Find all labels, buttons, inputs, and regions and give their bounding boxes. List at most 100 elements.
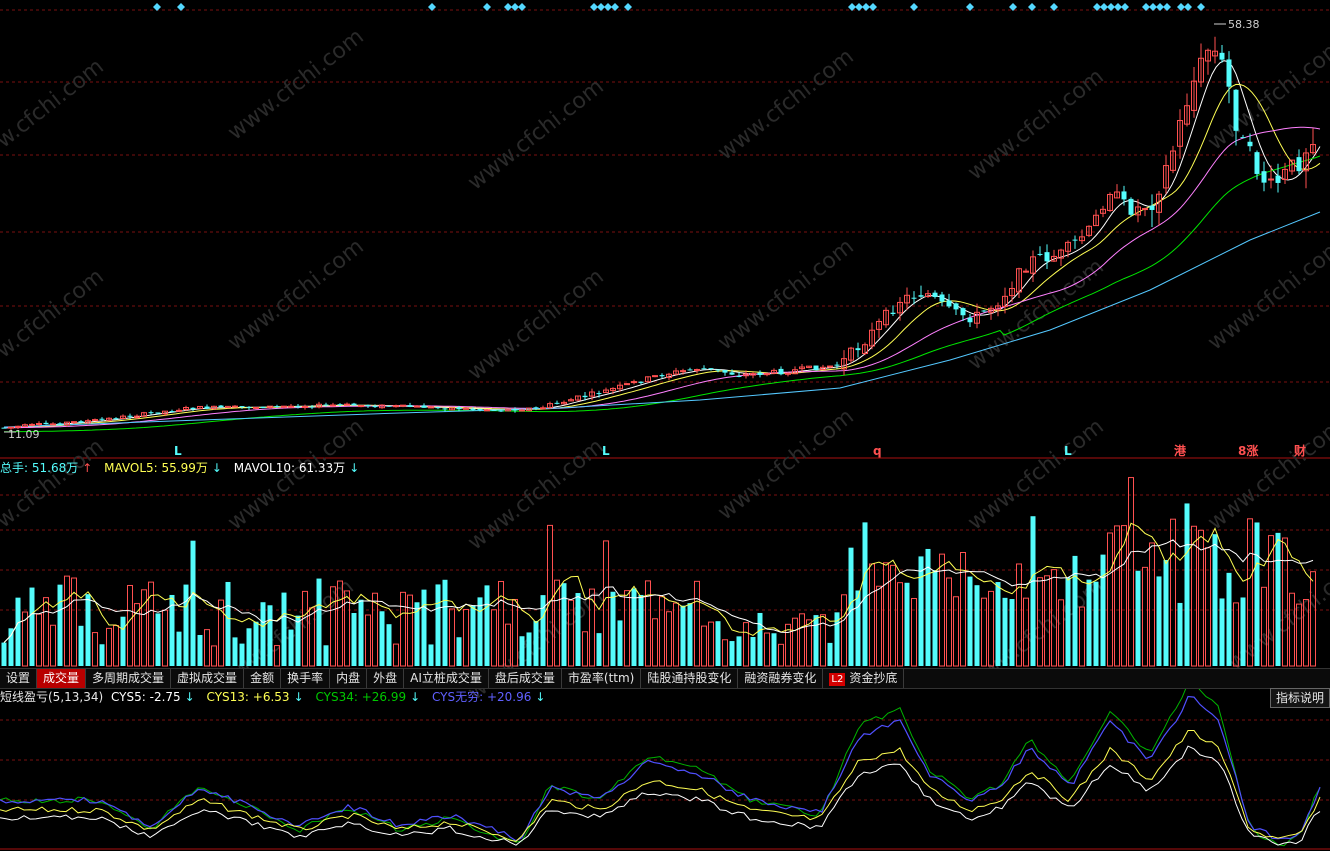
tab-virtual-volume[interactable]: 虚拟成交量 <box>171 669 245 688</box>
volume-bar-up <box>463 608 469 667</box>
volume-bar-down <box>78 625 84 666</box>
volume-bar-up <box>1205 547 1211 667</box>
tab-turnover[interactable]: 换手率 <box>281 669 331 688</box>
volume-bar-down <box>813 615 819 666</box>
candle-body-up <box>344 403 350 406</box>
volume-bar-up <box>799 613 805 667</box>
volume-bar-down <box>1275 532 1281 666</box>
indicator-explain-button[interactable]: 指标说明 <box>1269 688 1330 708</box>
tab-ai-volume[interactable]: AI立桩成交量 <box>404 669 489 688</box>
candle-body-up <box>610 387 616 391</box>
candle-body-up <box>1023 270 1029 273</box>
candle-body-down <box>533 407 539 409</box>
candle-body-up <box>603 389 609 394</box>
candle-body-up <box>876 320 882 330</box>
candle-body-up <box>904 294 910 304</box>
candle-body-up <box>1156 193 1162 213</box>
candle-body-down <box>1072 239 1078 241</box>
volume-bar-up <box>582 631 588 667</box>
tab-settings[interactable]: 设置 <box>0 669 38 688</box>
candle-body-up <box>792 369 798 375</box>
candle-body-up <box>820 366 826 370</box>
volume-bar-up <box>1191 525 1197 667</box>
candle-body-down <box>953 303 959 310</box>
candle-body-up <box>141 412 147 417</box>
tab-fund-bottom[interactable]: L2 资金抄底 <box>823 669 905 688</box>
volume-bar-down <box>848 547 854 666</box>
candle-body-up <box>1184 105 1190 125</box>
tab-amount[interactable]: 金额 <box>244 669 282 688</box>
candle-body-down <box>939 294 945 302</box>
candlesticks <box>1 36 1316 430</box>
candle-body-down <box>736 376 742 378</box>
candle-body-up <box>1065 241 1071 252</box>
candle-body-up <box>162 410 168 415</box>
volume-bar-down <box>85 594 91 666</box>
candle-body-down <box>1128 198 1134 215</box>
event-marker-icon <box>869 3 877 11</box>
volume-bar-up <box>1296 603 1302 667</box>
candle-body-up <box>71 421 77 424</box>
candle-body-down <box>1233 89 1239 131</box>
volume-bar-up <box>372 592 378 667</box>
candle-body-up <box>764 373 770 376</box>
volume-bar-down <box>456 637 462 666</box>
candle-body-down <box>967 317 973 323</box>
volume-bar-up <box>1079 606 1085 667</box>
watermark-text: www.cfchi.com <box>713 234 858 355</box>
volume-bar-down <box>771 633 777 666</box>
candle-body-down <box>708 368 714 370</box>
tab-northbound-holding[interactable]: 陆股通持股变化 <box>641 669 739 688</box>
candle-body-down <box>127 415 133 417</box>
candle-body-up <box>799 366 805 370</box>
candle-body-up <box>8 426 14 429</box>
tab-volume[interactable]: 成交量 <box>37 669 87 688</box>
candle-body-up <box>302 405 308 408</box>
tab-multi-period-volume[interactable]: 多周期成交量 <box>86 669 172 688</box>
candle-body-up <box>281 405 287 408</box>
volume-bar-down <box>253 621 259 666</box>
signal-label: L <box>602 444 610 458</box>
candle-body-down <box>638 381 644 383</box>
volume-bar-down <box>904 582 910 666</box>
candle-body-up <box>428 406 434 409</box>
cys-legend: 短线盈亏(5,13,34) CYS5: -2.75 ↓ CYS13: +6.53 ↓… <box>0 689 553 705</box>
event-marker-icon <box>518 3 526 11</box>
candle-body-up <box>1051 255 1057 262</box>
signal-label: L <box>1064 444 1072 458</box>
event-marker-icon <box>1149 3 1157 11</box>
event-marker-icon <box>1121 3 1129 11</box>
candle-body-down <box>855 348 861 351</box>
tab-pe-ttm[interactable]: 市盈率(ttm) <box>562 669 642 688</box>
candle-body-up <box>463 407 469 410</box>
volume-bar-up <box>897 582 903 667</box>
volume-bar-up <box>1114 525 1120 667</box>
volume-bar-up <box>64 575 70 667</box>
min-price-label: 11.09 <box>8 428 40 441</box>
volume-bar-up <box>1107 532 1113 667</box>
volume-bar-up <box>134 603 140 667</box>
volume-bar-down <box>1226 572 1232 666</box>
volume-bar-down <box>1 642 7 666</box>
candle-body-up <box>183 406 189 410</box>
candle-body-up <box>547 403 553 409</box>
candle-body-down <box>1219 52 1225 60</box>
event-marker-icon <box>611 3 619 11</box>
candle-body-up <box>106 417 112 421</box>
tab-margin-trading[interactable]: 融资融券变化 <box>738 669 824 688</box>
volume-bar-up <box>1142 566 1148 667</box>
volume-bar-up <box>547 524 553 667</box>
tab-inner-volume[interactable]: 内盘 <box>330 669 368 688</box>
tab-after-hours-volume[interactable]: 盘后成交量 <box>489 669 562 688</box>
volume-bar-up <box>1044 575 1050 667</box>
tab-outer-volume[interactable]: 外盘 <box>367 669 405 688</box>
volume-bar-down <box>631 588 637 666</box>
watermark-text: www.cfchi.com <box>463 74 608 195</box>
event-marker-icon <box>966 3 974 11</box>
volume-bar-up <box>43 597 49 667</box>
volume-bar-down <box>1184 503 1190 666</box>
volume-bar-down <box>442 579 448 666</box>
volume-bar-up <box>778 643 784 667</box>
candle-body-up <box>393 405 399 408</box>
